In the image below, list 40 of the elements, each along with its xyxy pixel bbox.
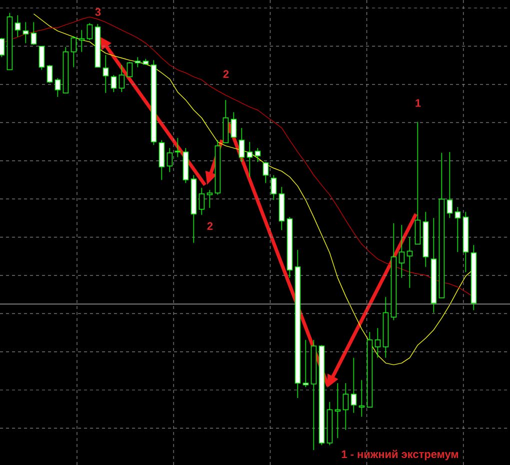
candlestick	[398, 224, 405, 278]
candlestick	[206, 190, 213, 208]
candlestick	[238, 128, 245, 162]
candlestick	[110, 74, 117, 92]
candlestick	[102, 54, 109, 94]
candlestick	[46, 64, 53, 84]
candlestick	[14, 14, 21, 38]
annotation: 1	[416, 99, 421, 107]
candlestick	[126, 62, 133, 78]
candlestick	[334, 382, 341, 439]
candlestick	[38, 46, 45, 70]
candlestick	[358, 380, 365, 418]
candlestick	[350, 357, 357, 414]
annotation: 2	[223, 70, 229, 78]
annotation: 2	[207, 222, 213, 230]
candlestick	[230, 112, 237, 138]
candlestick	[78, 30, 85, 52]
candlestick	[254, 148, 261, 162]
candlestick	[454, 206, 461, 252]
candlestick	[342, 382, 349, 430]
candlestick	[70, 36, 77, 68]
annotation: 1 - нижний экстремум	[342, 450, 458, 460]
candlestick	[302, 340, 309, 388]
candlestick	[174, 138, 181, 158]
candlestick	[406, 236, 413, 288]
candlestick	[270, 174, 277, 200]
candlestick	[0, 38, 5, 58]
candlestick	[446, 152, 453, 218]
candlestick	[246, 142, 253, 178]
candlestick	[54, 78, 61, 98]
candlestick	[86, 22, 93, 40]
annotation: 3	[95, 8, 101, 16]
candlestick	[198, 187, 205, 216]
candlestick	[118, 64, 125, 92]
candlestick	[374, 328, 381, 358]
candlestick	[22, 22, 29, 44]
candlestick	[262, 162, 269, 184]
candlestick	[134, 56, 141, 68]
candlestick	[166, 148, 173, 172]
candlestick	[30, 22, 37, 46]
